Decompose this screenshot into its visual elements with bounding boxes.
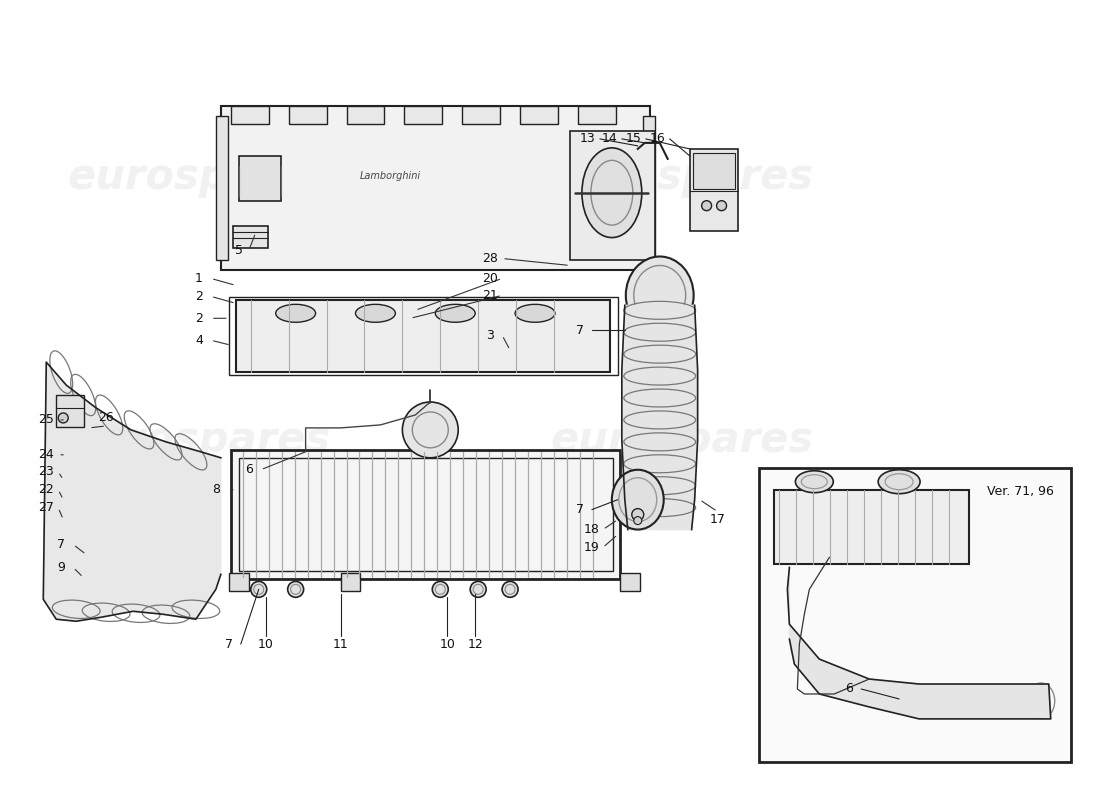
Ellipse shape	[878, 470, 920, 494]
Text: 6: 6	[245, 463, 253, 476]
Text: 17: 17	[710, 513, 726, 526]
Text: 27: 27	[39, 501, 54, 514]
Bar	[235, 300, 609, 372]
Circle shape	[251, 582, 266, 598]
Text: 10: 10	[439, 638, 455, 650]
Ellipse shape	[582, 148, 641, 238]
Circle shape	[631, 509, 644, 521]
Text: 2: 2	[195, 290, 202, 303]
Text: 1: 1	[195, 272, 202, 285]
Text: 8: 8	[212, 483, 220, 496]
Text: 2: 2	[195, 312, 202, 325]
Bar	[405, 106, 442, 124]
Text: 21: 21	[482, 289, 498, 302]
Bar	[690, 149, 737, 230]
Text: 6: 6	[845, 682, 854, 695]
Bar	[693, 153, 735, 189]
Text: 18: 18	[584, 523, 600, 536]
Text: 19: 19	[584, 541, 600, 554]
Bar	[216, 116, 228, 261]
Ellipse shape	[626, 257, 694, 334]
Text: 28: 28	[482, 252, 498, 265]
Circle shape	[288, 582, 304, 598]
Text: 23: 23	[39, 466, 54, 478]
Ellipse shape	[612, 470, 663, 530]
Bar	[231, 106, 268, 124]
Bar	[642, 116, 654, 261]
Text: 12: 12	[468, 638, 483, 650]
Text: 24: 24	[39, 448, 54, 462]
Bar	[221, 106, 650, 270]
Polygon shape	[43, 362, 221, 622]
Text: 15: 15	[626, 133, 641, 146]
Text: 20: 20	[482, 272, 498, 285]
Bar	[233, 226, 267, 247]
Bar	[229, 574, 249, 591]
Text: 25: 25	[39, 414, 54, 426]
Text: 26: 26	[98, 411, 114, 425]
Bar	[56, 395, 85, 427]
Text: 5: 5	[234, 244, 243, 257]
Text: eurospares: eurospares	[550, 156, 813, 198]
Bar	[346, 106, 384, 124]
Ellipse shape	[515, 304, 556, 322]
Ellipse shape	[355, 304, 395, 322]
Ellipse shape	[276, 304, 316, 322]
Text: 7: 7	[57, 538, 65, 551]
Text: Ver. 71, 96: Ver. 71, 96	[987, 485, 1054, 498]
Bar	[619, 574, 640, 591]
Bar	[341, 574, 361, 591]
Text: eurospares: eurospares	[67, 419, 330, 461]
Circle shape	[403, 402, 459, 458]
Bar	[288, 106, 327, 124]
Text: 7: 7	[576, 324, 584, 337]
Polygon shape	[621, 306, 697, 530]
Bar	[774, 490, 969, 565]
Ellipse shape	[795, 470, 834, 493]
Text: eurospares: eurospares	[67, 156, 330, 198]
Bar	[578, 106, 616, 124]
Bar	[759, 468, 1070, 762]
Circle shape	[634, 517, 641, 525]
Circle shape	[702, 201, 712, 210]
Ellipse shape	[436, 304, 475, 322]
Text: 14: 14	[602, 133, 618, 146]
Circle shape	[716, 201, 727, 210]
Text: 11: 11	[332, 638, 349, 650]
Circle shape	[432, 582, 449, 598]
Circle shape	[58, 413, 68, 423]
Text: eurospares: eurospares	[550, 419, 813, 461]
Bar	[239, 156, 280, 201]
Circle shape	[470, 582, 486, 598]
Text: 16: 16	[650, 133, 666, 146]
Circle shape	[502, 582, 518, 598]
Circle shape	[791, 643, 803, 655]
Polygon shape	[788, 567, 1050, 719]
Text: 4: 4	[195, 334, 202, 346]
Text: 7: 7	[576, 503, 584, 516]
Bar	[462, 106, 501, 124]
Text: 13: 13	[580, 133, 596, 146]
Bar	[774, 490, 969, 565]
Bar	[570, 131, 654, 261]
Bar	[520, 106, 558, 124]
Text: 10: 10	[257, 638, 274, 650]
Bar	[231, 450, 619, 579]
Text: 9: 9	[57, 561, 65, 574]
Text: Lamborghini: Lamborghini	[360, 170, 421, 181]
Text: 22: 22	[39, 483, 54, 496]
Text: 3: 3	[486, 329, 494, 342]
Bar	[239, 458, 613, 571]
Text: 7: 7	[224, 638, 233, 650]
Bar	[229, 298, 618, 375]
